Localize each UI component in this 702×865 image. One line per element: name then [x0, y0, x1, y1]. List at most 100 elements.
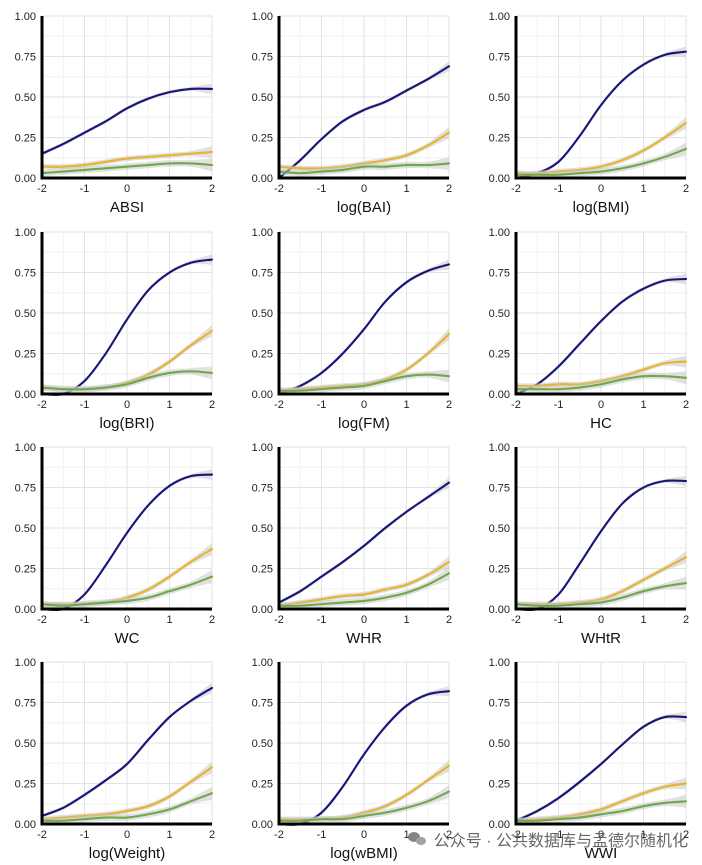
series-line-blue — [40, 87, 214, 155]
y-tick-label: 0.25 — [489, 133, 510, 145]
x-tick-label: 2 — [683, 829, 689, 841]
y-tick-label: 0.50 — [252, 92, 273, 104]
ci-band-green — [516, 794, 686, 825]
series-line-green — [514, 582, 688, 608]
series-line-orange — [40, 766, 214, 821]
x-tick-label: 2 — [683, 399, 689, 411]
y-tick-label: 0.25 — [15, 779, 36, 791]
series-line-blue — [514, 715, 688, 822]
x-tick-label: 0 — [598, 183, 604, 195]
y-tick-label: 1.00 — [252, 227, 273, 239]
y-tick-label: 1.00 — [252, 657, 273, 669]
x-tick-label: 1 — [640, 614, 646, 626]
x-tick-label: 1 — [166, 614, 172, 626]
y-tick-label: 0.50 — [489, 523, 510, 535]
y-tick-label: 0.50 — [489, 738, 510, 750]
x-axis-label: ABSI — [110, 199, 144, 216]
series-line-green — [514, 374, 688, 391]
x-axis-label: WHR — [346, 630, 382, 647]
panel-11: 0.00 0.25 0.50 0.75 1.00 -2 -1 0 1 2 log(wBMI) — [252, 657, 452, 862]
y-tick-label: 0.00 — [489, 819, 510, 831]
series-line-green — [40, 792, 214, 822]
y-tick-label: 1.00 — [252, 442, 273, 454]
x-tick-label: 0 — [598, 614, 604, 626]
x-tick-label: 1 — [640, 829, 646, 841]
panel-9: 0.00 0.25 0.50 0.75 1.00 -2 -1 0 1 2 WHtR — [489, 442, 689, 647]
x-tick-label: 1 — [403, 399, 409, 411]
x-tick-label: 0 — [361, 614, 367, 626]
x-tick-label: 0 — [124, 399, 130, 411]
y-tick-label: 0.75 — [15, 698, 36, 710]
series-line-green — [40, 575, 214, 607]
y-tick-label: 0.00 — [252, 389, 273, 401]
y-tick-label: 1.00 — [15, 442, 36, 454]
wechat-icon — [407, 832, 428, 846]
y-tick-label: 0.50 — [252, 738, 273, 750]
series-line-green — [277, 373, 451, 392]
y-tick-label: 0.75 — [252, 483, 273, 495]
y-tick-label: 0.00 — [489, 604, 510, 616]
y-tick-label: 0.00 — [252, 819, 273, 831]
x-tick-label: -2 — [37, 614, 47, 626]
x-tick-label: -1 — [80, 183, 90, 195]
y-tick-label: 0.25 — [15, 564, 36, 576]
x-tick-label: -1 — [554, 183, 564, 195]
y-tick-label: 0.50 — [489, 92, 510, 104]
y-tick-label: 0.00 — [15, 389, 36, 401]
x-axis-label: log(FM) — [338, 415, 390, 432]
x-tick-label: 1 — [403, 183, 409, 195]
y-tick-label: 1.00 — [489, 657, 510, 669]
x-tick-label: 1 — [403, 614, 409, 626]
x-tick-label: -1 — [317, 614, 327, 626]
x-axis-label: HC — [590, 415, 612, 432]
x-tick-label: -1 — [554, 614, 564, 626]
panel-4: 0.00 0.25 0.50 0.75 1.00 -2 -1 0 1 2 log(BRI) — [15, 227, 215, 432]
x-tick-label: 2 — [683, 183, 689, 195]
x-tick-label: 2 — [683, 614, 689, 626]
series-line-green — [514, 800, 688, 822]
y-tick-label: 1.00 — [15, 657, 36, 669]
x-tick-label: -2 — [511, 399, 521, 411]
x-tick-label: -1 — [554, 829, 564, 841]
ci-band-orange — [279, 759, 449, 822]
y-tick-label: 1.00 — [489, 227, 510, 239]
ci-band-blue — [516, 711, 686, 823]
watermark-text: 公众号 · 公共数据库与孟德尔随机化 — [433, 833, 688, 850]
x-tick-label: 2 — [209, 614, 215, 626]
x-tick-label: -1 — [80, 829, 90, 841]
x-tick-label: -2 — [511, 829, 521, 841]
x-axis-label: WC — [115, 630, 140, 647]
x-axis-label: WHtR — [581, 630, 621, 647]
panel-2: 0.00 0.25 0.50 0.75 1.00 -2 -1 0 1 2 log(BAI) — [252, 11, 452, 216]
x-tick-label: 2 — [209, 183, 215, 195]
series-line-orange — [277, 560, 451, 607]
x-tick-label: -2 — [37, 183, 47, 195]
series-line-green — [514, 147, 688, 176]
x-tick-label: 2 — [446, 829, 452, 841]
y-tick-label: 1.00 — [252, 11, 273, 23]
x-tick-label: 0 — [361, 399, 367, 411]
x-tick-label: -1 — [317, 829, 327, 841]
y-tick-label: 1.00 — [489, 11, 510, 23]
x-tick-label: -1 — [317, 399, 327, 411]
y-tick-label: 0.25 — [489, 349, 510, 361]
y-tick-label: 0.75 — [252, 52, 273, 64]
y-tick-label: 0.00 — [252, 173, 273, 185]
x-tick-label: 2 — [446, 399, 452, 411]
y-tick-label: 0.25 — [252, 133, 273, 145]
y-tick-label: 0.25 — [252, 349, 273, 361]
y-tick-label: 0.75 — [252, 268, 273, 280]
x-tick-label: 2 — [446, 183, 452, 195]
x-tick-label: -1 — [554, 399, 564, 411]
series-line-green — [40, 162, 214, 175]
panel-5: 0.00 0.25 0.50 0.75 1.00 -2 -1 0 1 2 log(FM) — [252, 227, 452, 432]
series-line-green — [277, 162, 451, 175]
x-tick-label: -2 — [274, 399, 284, 411]
y-tick-label: 0.75 — [15, 268, 36, 280]
x-tick-label: -2 — [274, 614, 284, 626]
x-tick-label: 1 — [640, 399, 646, 411]
y-tick-label: 0.75 — [252, 698, 273, 710]
panel-3: 0.00 0.25 0.50 0.75 1.00 -2 -1 0 1 2 log(BMI) — [489, 11, 689, 216]
x-tick-label: 0 — [598, 829, 604, 841]
ci-band-blue — [42, 83, 212, 156]
